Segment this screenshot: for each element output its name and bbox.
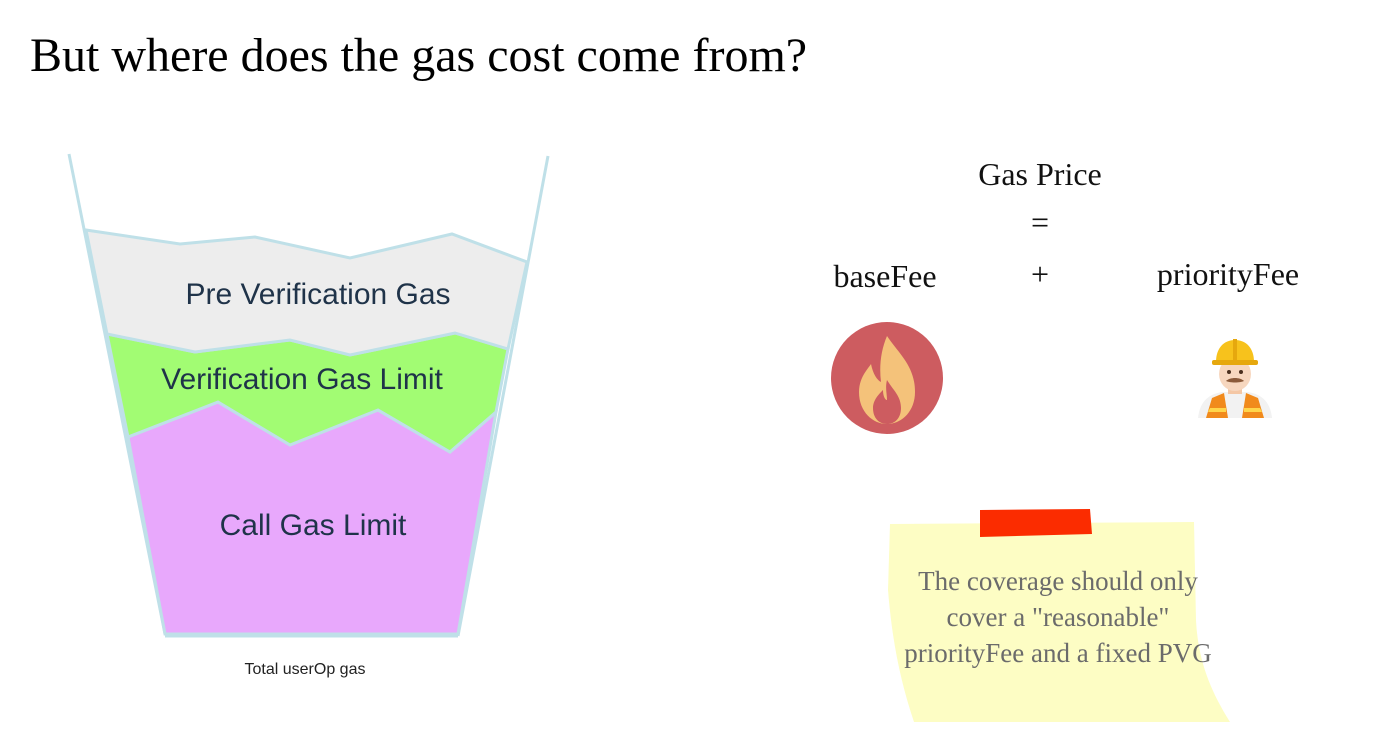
slide-title: But where does the gas cost come from? xyxy=(30,29,808,82)
base-fee-label: baseFee xyxy=(833,258,937,294)
construction-worker-icon xyxy=(1198,339,1272,418)
sticky-note-text: The coverage should only cover a "reason… xyxy=(878,563,1238,671)
plus-sign: + xyxy=(1030,256,1050,292)
sticky-note xyxy=(888,509,1230,722)
equals-sign: = xyxy=(1030,204,1050,240)
pre-verification-gas-layer xyxy=(84,228,529,357)
fire-icon xyxy=(831,322,943,434)
cup-caption: Total userOp gas xyxy=(244,661,366,678)
call-gas-limit-label: Call Gas Limit xyxy=(220,509,407,542)
cup-left-wall xyxy=(67,153,167,635)
sticky-note-line: priorityFee and a fixed PVG xyxy=(904,638,1212,668)
sticky-note-line: The coverage should only xyxy=(918,566,1198,596)
cup-right-wall xyxy=(456,155,550,637)
verification-gas-limit-label: Verification Gas Limit xyxy=(161,363,443,396)
sticky-note-line: cover a "reasonable" xyxy=(946,602,1170,632)
priority-fee-label: priorityFee xyxy=(1156,256,1300,292)
gas-cup-diagram: Pre Verification Gas Verification Gas Li… xyxy=(67,153,550,638)
gas-price-label: Gas Price xyxy=(978,156,1102,192)
pre-verification-gas-label: Pre Verification Gas xyxy=(185,278,450,311)
sticky-note-tape xyxy=(980,509,1092,537)
